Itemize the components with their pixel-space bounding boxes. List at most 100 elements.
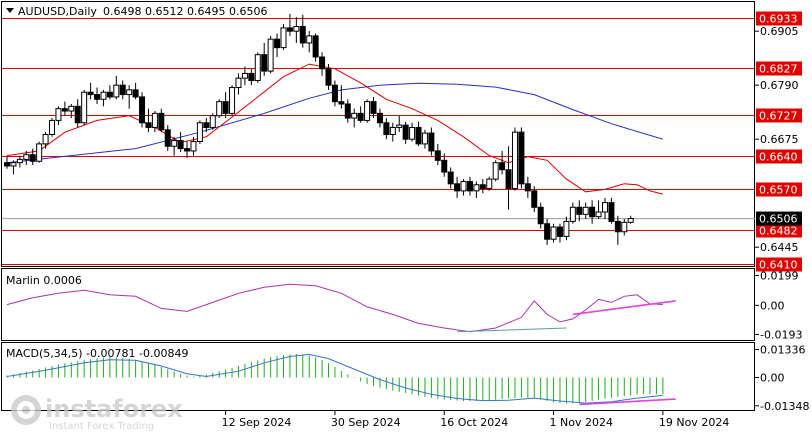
- candle: [312, 33, 319, 62]
- candle: [511, 127, 518, 191]
- candle-body-up: [627, 218, 634, 223]
- candle-body-up: [511, 131, 518, 190]
- candle: [36, 141, 43, 163]
- candle-body-down: [145, 122, 152, 128]
- candle-body-down: [499, 162, 506, 171]
- marlin-tick-label: 0.00: [760, 299, 785, 312]
- candle-body-down: [94, 94, 101, 100]
- candle-body-up: [563, 220, 570, 237]
- candle: [550, 223, 557, 243]
- candle: [402, 121, 409, 144]
- candle: [621, 219, 628, 236]
- collapse-triangle-icon[interactable]: [6, 8, 14, 13]
- candle: [55, 106, 62, 126]
- level-label: 0.6482: [759, 225, 798, 238]
- candle-body-up: [421, 132, 428, 145]
- candle: [132, 82, 139, 100]
- candle: [351, 108, 358, 128]
- level-badge: [756, 257, 802, 272]
- level-label: 0.6727: [759, 110, 798, 123]
- macd-tick-label: 0.01336: [760, 343, 806, 356]
- candle-body-down: [402, 124, 409, 140]
- candle-body-down: [248, 72, 255, 81]
- candle-body-down: [184, 148, 191, 152]
- candle-body-up: [306, 35, 313, 44]
- candle-body-down: [312, 35, 319, 58]
- candle-body-down: [119, 84, 126, 96]
- candle: [331, 80, 338, 107]
- candle: [29, 148, 36, 166]
- marlin-tick-label: -0.0193: [760, 328, 802, 341]
- candle-body-up: [254, 54, 261, 81]
- level-badge: [756, 223, 802, 238]
- candle: [614, 215, 621, 245]
- candle: [319, 52, 326, 76]
- candle-body-up: [216, 101, 223, 117]
- candle-body-up: [396, 124, 403, 128]
- candle-body-up: [569, 206, 576, 222]
- candle-body-up: [235, 77, 242, 89]
- candle-body-up: [81, 91, 88, 124]
- candle-body-up: [68, 105, 75, 112]
- level-badge: [756, 11, 802, 26]
- candle: [460, 179, 467, 196]
- candle-body-down: [518, 131, 525, 185]
- candle-body-up: [550, 226, 557, 240]
- candle: [589, 200, 596, 224]
- date-tick-label: 16 Oct 2024: [440, 416, 508, 429]
- candle: [338, 85, 345, 109]
- candle-body-down: [531, 190, 538, 208]
- level-badge: [756, 182, 802, 197]
- candle-body-down: [454, 183, 461, 192]
- candle: [4, 156, 10, 169]
- candle-body-up: [293, 25, 300, 32]
- candle: [145, 108, 152, 133]
- candle: [139, 92, 146, 128]
- candle: [100, 89, 107, 107]
- candle-body-down: [132, 89, 139, 98]
- candle: [81, 89, 88, 126]
- candle: [248, 68, 255, 86]
- candle-body-down: [576, 206, 583, 215]
- candle: [74, 99, 81, 128]
- candle: [235, 73, 242, 95]
- candle: [582, 202, 589, 220]
- candle-body-down: [524, 183, 531, 192]
- candle-body-down: [106, 91, 113, 98]
- macd-label: MACD(5,34,5) -0.00781 -0.00849: [6, 347, 188, 360]
- candle: [209, 113, 216, 130]
- candle: [325, 64, 332, 90]
- candle: [280, 24, 287, 50]
- candle: [569, 202, 576, 224]
- candle-body-up: [280, 27, 287, 49]
- candle-body-up: [595, 211, 602, 218]
- candle: [216, 99, 223, 119]
- candle-body-up: [151, 112, 158, 128]
- candle-body-down: [537, 206, 544, 225]
- candle-body-down: [325, 68, 332, 86]
- date-tick-label: 1 Nov 2024: [550, 416, 613, 429]
- candle-body-down: [139, 96, 146, 124]
- candle: [241, 66, 248, 86]
- candle-body-down: [286, 27, 293, 32]
- candle: [106, 85, 113, 100]
- candle: [492, 160, 499, 182]
- candle-body-up: [351, 112, 358, 119]
- level-label: 0.6640: [759, 151, 798, 164]
- price-panel-frame: [1, 1, 755, 267]
- candle-body-down: [4, 162, 10, 167]
- candle-body-up: [49, 119, 56, 135]
- candle-body-up: [10, 162, 17, 167]
- macd-signal-line: [6, 353, 663, 404]
- watermark-brand: instaforex: [45, 395, 183, 423]
- price-tick-label: 0.6445: [760, 241, 799, 254]
- candle-body-up: [473, 184, 480, 192]
- macd-divergence-line: [579, 398, 676, 406]
- candle: [518, 127, 525, 189]
- marlin-tick-label: 0.0199: [760, 269, 799, 282]
- candle: [627, 215, 634, 224]
- candle: [286, 13, 293, 36]
- candle-body-up: [241, 72, 248, 79]
- candle-body-up: [190, 141, 197, 152]
